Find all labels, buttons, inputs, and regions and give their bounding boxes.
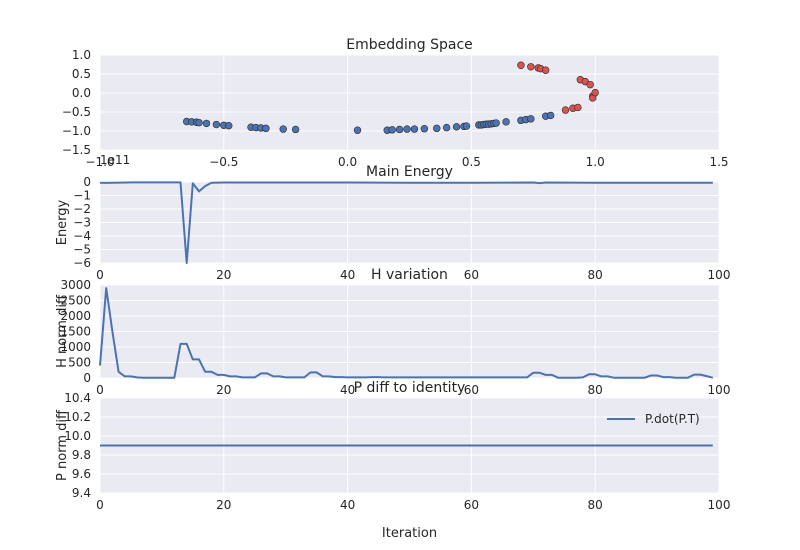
scatter-point: [420, 125, 429, 133]
x-tick-label: 80: [588, 383, 603, 397]
chart-title: Embedding Space: [346, 37, 473, 53]
scatter-point: [388, 126, 396, 134]
scatter-point: [262, 124, 270, 133]
x-tick-label: 0.0: [338, 155, 357, 169]
subplot-4: 0 20 40 60 80 100 9.4 9.6 9.8 10.0 10.2 10.4 P diff …: [55, 380, 730, 541]
y-tick-label: 10.2: [64, 410, 91, 424]
scatter-point: [591, 88, 599, 97]
scatter-point: [202, 119, 211, 128]
y-tick-label: −5: [73, 243, 91, 257]
scatter-point: [452, 123, 461, 131]
series-line: [99, 287, 714, 379]
x-tick-label: −0.5: [209, 155, 238, 169]
x-tick-label: 100: [708, 268, 731, 282]
y-tick-label: 9.8: [72, 448, 91, 462]
y-tick-label: 0.5: [72, 67, 91, 81]
series-line: [99, 181, 713, 264]
x-tick-label: 1.5: [709, 155, 728, 169]
x-tick-label: 40: [340, 383, 355, 397]
scatter-point: [527, 115, 535, 123]
legend-label: P.dot(P.T): [645, 412, 700, 426]
y-tick-label: 1.0: [72, 48, 91, 62]
scatter-point: [541, 66, 550, 74]
x-tick-label: 0: [96, 498, 104, 512]
scatter-point: [410, 125, 419, 133]
x-tick-label: 100: [708, 383, 731, 397]
subplot-1: −1.0 −0.5 0.0 0.5 1.0 1.5−1.5−1.0−0.50.00.51.…: [62, 37, 729, 169]
plot-area: [100, 55, 719, 150]
x-tick-label: 20: [216, 268, 231, 282]
y-axis-label: H norm diff: [55, 294, 70, 368]
scatter-point: [546, 111, 555, 120]
y-tick-label: 1000: [60, 340, 91, 354]
x-tick-label: 80: [588, 498, 603, 512]
scatter-point: [403, 125, 411, 133]
x-tick-label: 0: [96, 268, 104, 282]
y-tick-label: 2000: [60, 309, 91, 323]
scatter-point: [433, 124, 441, 133]
y-axis-label: P norm diff: [55, 409, 70, 481]
scatter-point: [462, 122, 471, 130]
x-tick-label: 40: [340, 498, 355, 512]
offset-text: 1e11: [100, 153, 130, 167]
x-tick-label: −1.0: [85, 155, 114, 169]
y-tick-label: 9.4: [72, 486, 91, 500]
x-tick-label: 20: [216, 383, 231, 397]
chart-title: H variation: [371, 267, 448, 283]
y-tick-label: 1500: [60, 325, 91, 339]
y-axis-label: Energy: [55, 199, 70, 245]
y-tick-label: 9.6: [72, 467, 91, 481]
scatter-point: [291, 125, 300, 134]
scatter-point: [561, 106, 570, 114]
scatter-point: [212, 120, 221, 129]
y-tick-label: −1.0: [62, 124, 91, 138]
y-tick-label: −1: [73, 189, 91, 203]
scatter-point: [502, 118, 510, 126]
y-tick-label: −6: [73, 256, 91, 270]
x-axis-label: Iteration: [382, 526, 437, 541]
y-tick-label: −2: [73, 202, 91, 216]
scatter-point: [395, 125, 404, 134]
scatter-point: [442, 123, 451, 132]
y-tick-label: 0: [83, 175, 91, 189]
y-tick-label: −3: [73, 216, 91, 230]
y-tick-label: −4: [73, 229, 91, 243]
scatter-point: [492, 119, 500, 127]
scatter-point: [195, 118, 203, 127]
x-tick-label: 60: [464, 268, 479, 282]
y-tick-label: 2500: [60, 294, 91, 308]
scatter-point: [574, 103, 582, 112]
scatter-point: [527, 63, 535, 71]
x-tick-label: 0: [96, 383, 104, 397]
y-tick-label: −1.5: [62, 143, 91, 157]
scatter-point: [279, 125, 287, 133]
x-tick-label: 60: [464, 498, 479, 512]
y-tick-label: 500: [68, 356, 91, 370]
x-tick-label: 0.5: [462, 155, 481, 169]
x-tick-label: 1.0: [586, 155, 605, 169]
x-tick-label: 80: [588, 268, 603, 282]
y-tick-label: −0.5: [62, 105, 91, 119]
y-tick-label: 0: [83, 371, 91, 385]
chart-title: Main Energy: [366, 164, 453, 180]
y-tick-label: 10.0: [64, 429, 91, 443]
x-tick-label: 40: [340, 268, 355, 282]
scatter-point: [586, 80, 594, 89]
x-tick-label: 20: [216, 498, 231, 512]
scatter-point: [225, 121, 233, 130]
scatter-point: [517, 61, 525, 69]
x-tick-label: 60: [464, 383, 479, 397]
y-tick-label: 3000: [60, 278, 91, 292]
y-tick-label: 10.4: [64, 391, 91, 405]
x-tick-label: 100: [708, 498, 731, 512]
scatter-point: [353, 126, 362, 134]
y-tick-label: 0.0: [72, 86, 91, 100]
chart-title: P diff to identity: [354, 380, 466, 396]
